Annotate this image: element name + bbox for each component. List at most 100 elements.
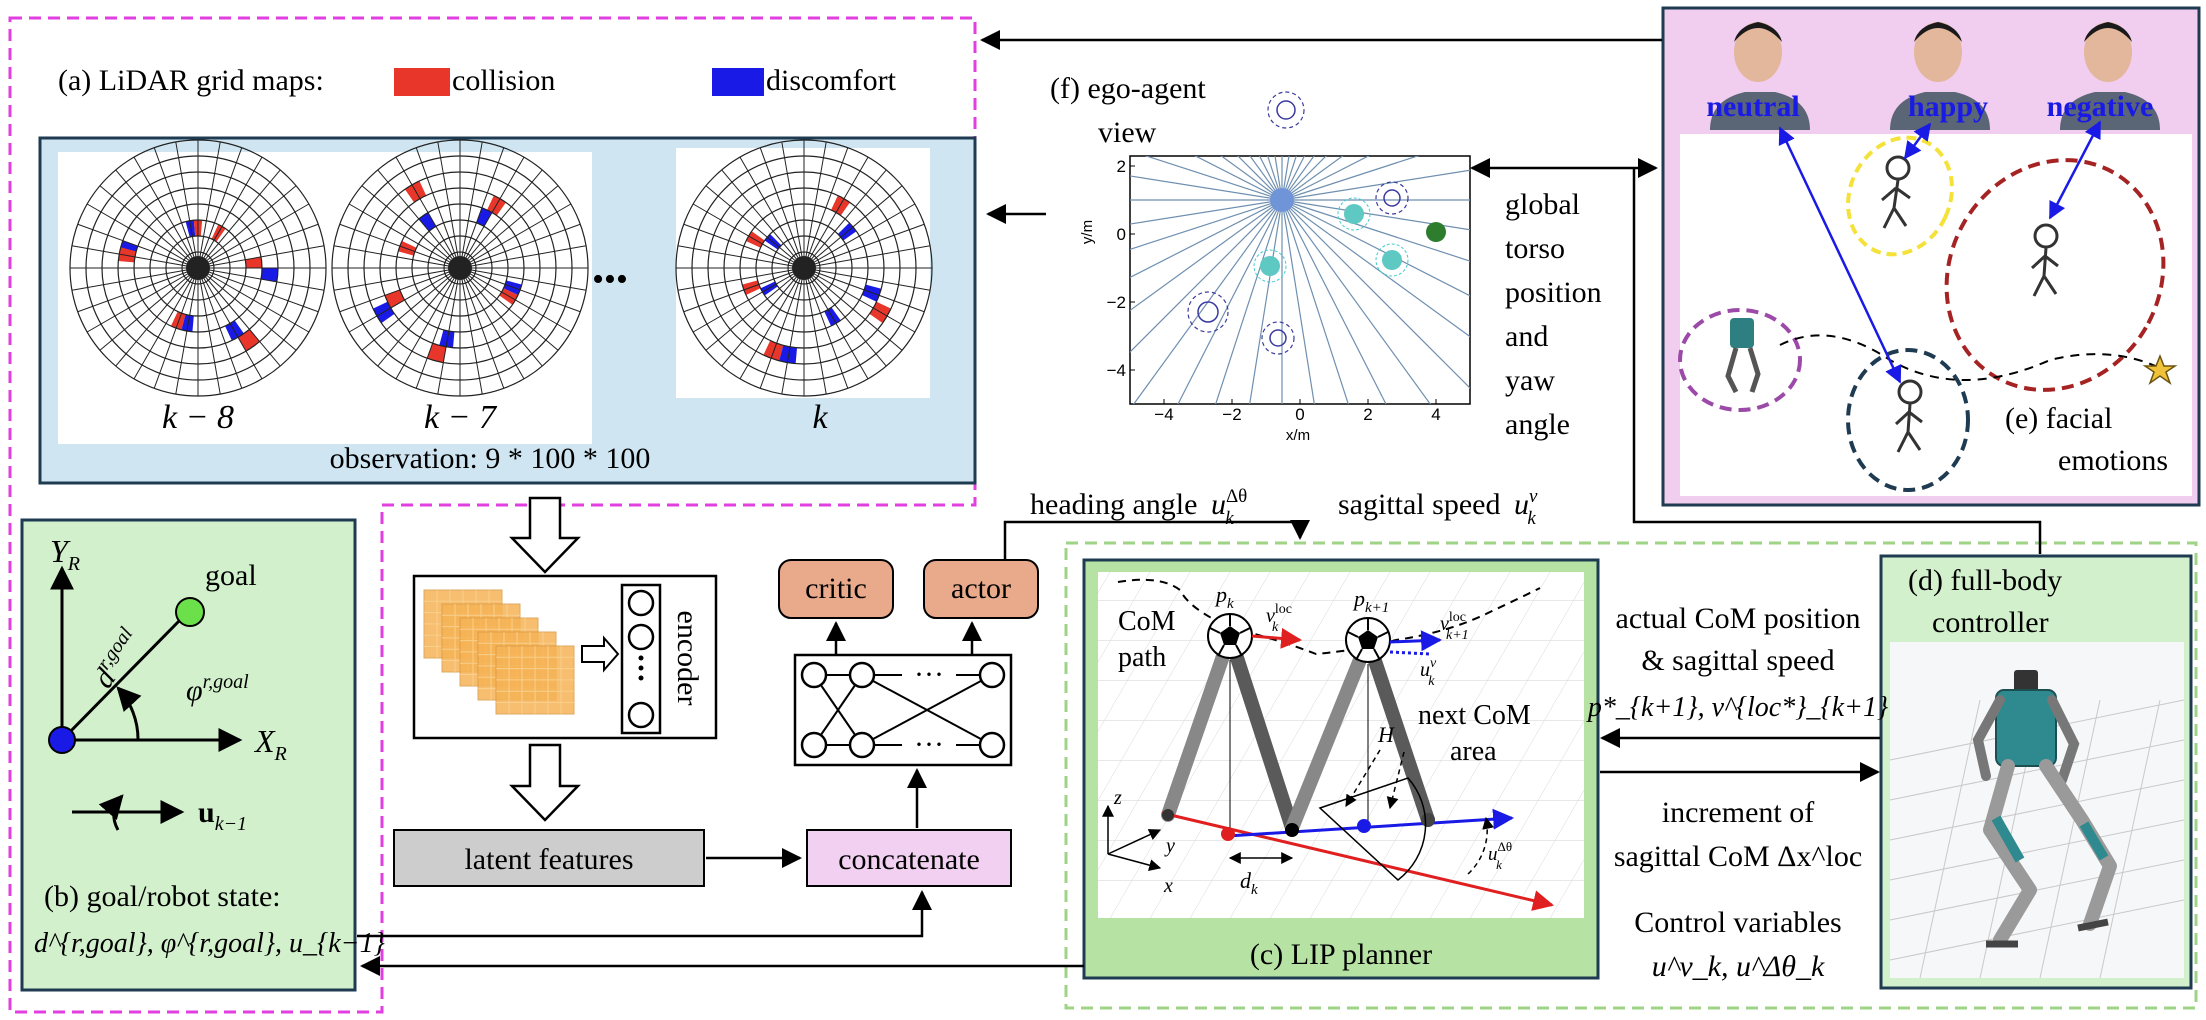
obstacle-dot [1383,189,1401,207]
lidar-ray [803,267,849,389]
goal-star-icon [2142,353,2178,385]
action-labels: heading angle uΔθ k sagittal speed uv k [1030,486,1538,529]
lidar-ray [781,141,805,269]
lip-x-label: x [1163,875,1173,897]
lidar-ray [361,185,461,269]
foot-point-2 [1285,823,1299,837]
ego-ray [1281,199,1431,404]
goal-label: goal [205,559,257,592]
lidar-ray [197,156,263,269]
prev-action-label: u [198,796,215,829]
global-state-line-5: yaw [1505,364,1555,397]
goal-state-caption: (b) goal/robot state: [44,880,281,913]
ego-ray [1281,199,1470,297]
lidar-ray [197,267,325,291]
leg-1-stance [1161,629,1237,822]
feature-maps-stack [423,589,575,715]
pk-label-sub: k [1227,596,1234,612]
controller-to-global-line [1632,168,2042,554]
leg-2-stance [1285,633,1375,835]
discomfort-cell [862,284,882,302]
collision-cell [398,240,417,256]
collision-cell [763,340,784,361]
ego-ray [1133,199,1283,404]
obstacle-dot [1269,329,1287,347]
frame-label-k: k [812,399,828,436]
yr-label-sub: R [67,553,80,575]
pedestrian-dot [1344,204,1364,224]
ego-xtick-2: 0 [1295,405,1304,424]
obstacle-dot [1276,100,1296,120]
negative-emotion-link [2048,120,2102,220]
ego-ytick-3: −4 [1107,361,1126,380]
ego-ray [1281,156,1370,201]
obstacle-zone [1267,91,1305,129]
lidar-ray [803,203,916,269]
lidar-ray [197,147,243,269]
ego-ray [1281,169,1470,201]
down-arrow-to-latent [509,743,581,822]
pedestrian-dot [1260,256,1280,276]
ego-view-title-2: view [1098,116,1157,149]
down-arrow-to-encoder [509,496,581,574]
lidar-ray [803,267,887,367]
lidar-ray [459,267,559,351]
lidar-ray [803,267,931,291]
leg-2-swing [1361,633,1435,827]
lidar-ray [459,169,543,269]
prev-action-rotation [98,794,124,831]
discomfort-cell [779,345,798,364]
com-path [1117,578,1541,656]
lidar-ray [459,267,581,313]
lidar-ray [86,267,199,333]
discomfort-cell [261,268,278,282]
xr-label-sub: R [274,743,287,765]
step-length-sub: k [1251,882,1258,898]
ego-xtick-3: 2 [1363,405,1372,424]
lidar-ray [175,267,199,395]
lidar-ray [197,169,281,269]
goal-state-panel: YR goal dr,goal φr,goal XR uk−1 (b) goal… [20,518,385,992]
next-area-pointer-2 [1386,751,1405,810]
lidar-ray [197,223,319,269]
lidar-ray [361,267,461,351]
mlp-neuron [848,731,876,759]
lidar-ray [459,267,505,389]
lidar-ray [459,267,483,395]
pedestrian-comfort-ring [1337,197,1371,231]
velocity-k1-arrow [1389,630,1443,652]
ego-ytick-1: 0 [1117,225,1126,244]
lip-planner-caption: (c) LIP planner [1250,938,1432,971]
step-length-label: d [1240,868,1252,893]
lidar-ray [759,267,805,389]
network-panel: encoder latent features concatenate ··· … [357,496,1310,938]
lidar-center [448,256,472,280]
sagittal-speed-symbol: u [1514,488,1529,521]
lidar-ray [395,267,461,380]
lidar-ray [437,141,461,269]
svg-text:XR: XR [253,723,287,765]
lidar-ray [437,267,461,395]
concatenate-label: concatenate [838,843,980,876]
prev-action-sub: k−1 [215,813,247,835]
encoder-neuron [627,589,655,617]
foot-point-blue [1357,819,1371,833]
sagittal-speed-symbol-sup: v [1529,486,1538,507]
svg-text:dk: dk [1240,868,1258,898]
goal-dot [175,597,205,627]
feature-map [495,645,575,715]
lidar-ray [803,267,903,351]
lidar-ray [415,147,461,269]
lidar-ray [115,169,199,269]
lidar-ray [459,267,543,367]
lidar-panel: (a) LiDAR grid maps: collision discomfor… [38,64,977,485]
latent-features-label: latent features [464,843,633,876]
lidar-ray [339,267,461,313]
discomfort-legend-label: discomfort [766,64,897,97]
ego-ray [1144,156,1283,201]
ego-ytick-0: 2 [1117,157,1126,176]
ego-ray [1130,199,1283,225]
lidar-ray [459,267,587,291]
lidar-map-bg [330,152,592,444]
